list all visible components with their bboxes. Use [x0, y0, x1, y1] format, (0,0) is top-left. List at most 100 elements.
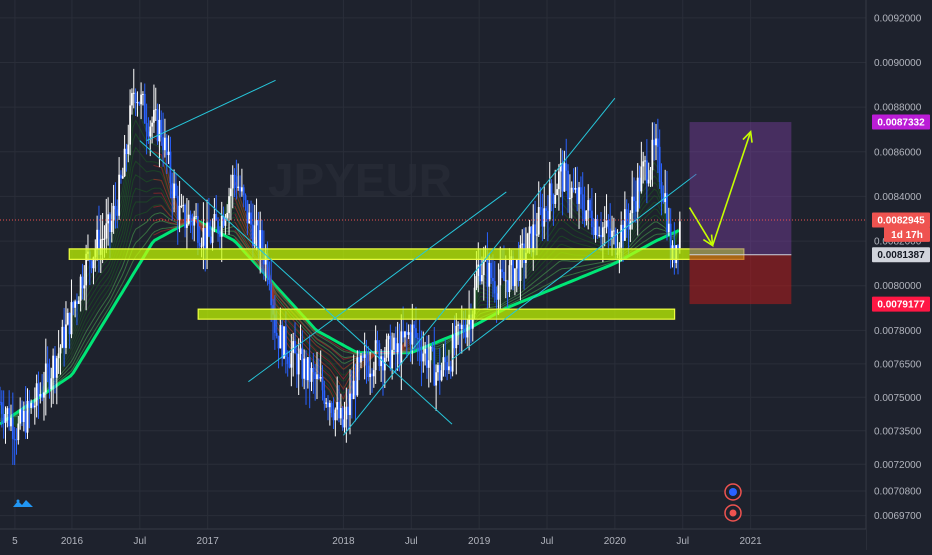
candle-body: [620, 224, 623, 248]
candle-body: [459, 324, 461, 330]
ema-line: [0, 187, 680, 421]
candle-body: [455, 325, 458, 349]
candle-body: [312, 367, 315, 372]
candle-body: [567, 170, 569, 200]
ema-line: [0, 212, 680, 420]
candle-body: [488, 262, 491, 287]
candle-body: [283, 326, 285, 359]
candle-body: [233, 174, 236, 177]
candle-body: [96, 229, 99, 250]
candle-body: [352, 380, 355, 400]
candle-body: [217, 220, 219, 234]
candle-body: [473, 287, 476, 315]
candle-body: [431, 346, 434, 349]
candle-body: [186, 224, 188, 228]
price-tick-label: 0.0086000: [874, 147, 922, 158]
trendlines[interactable]: [139, 79, 697, 436]
candle-body: [110, 220, 113, 233]
candle-body: [600, 234, 602, 238]
candle-body: [131, 93, 133, 106]
candle-body: [453, 334, 456, 349]
candle-body: [596, 219, 599, 236]
candle-body: [444, 357, 447, 363]
candle-body: [52, 355, 55, 379]
candle-body: [497, 285, 500, 300]
candle-body: [215, 213, 218, 221]
candle-body: [536, 234, 538, 236]
candle-body: [55, 358, 58, 378]
candle-body: [658, 146, 661, 183]
trendline: [146, 79, 276, 142]
candle-body: [218, 233, 221, 237]
candle-body: [332, 413, 335, 421]
projection-arrow: [688, 207, 714, 246]
candle-body: [583, 210, 586, 221]
price-tick-label: 0.0092000: [874, 13, 922, 24]
event-dividend-icon[interactable]: [724, 483, 742, 501]
event-earnings-icon[interactable]: [724, 504, 742, 522]
projection-arrows[interactable]: [688, 129, 753, 248]
candle-body: [184, 204, 186, 228]
candle-body: [61, 326, 64, 348]
candle-body: [319, 376, 322, 379]
candle-body: [132, 92, 135, 94]
candle-body: [120, 174, 122, 179]
price-tick-label: 0.0084000: [874, 192, 922, 203]
candle-body: [149, 126, 152, 137]
candle-body: [323, 390, 326, 404]
candle-body: [385, 339, 388, 358]
candle-body: [554, 195, 557, 204]
projection-arrow: [711, 131, 752, 246]
time-axis[interactable]: 5 2016 Jul 2017 2018 Jul 2019 Jul 2020 Jul 2021: [0, 528, 866, 550]
candle-body: [380, 356, 383, 367]
tradingview-logo[interactable]: [13, 499, 33, 508]
candle-body: [299, 348, 302, 354]
candle-body: [519, 245, 522, 281]
candle-body: [437, 365, 439, 373]
candle-body: [226, 212, 229, 218]
candle-body: [207, 222, 210, 237]
candle-body: [475, 276, 478, 288]
candle-body: [405, 331, 408, 335]
candle-body: [13, 438, 16, 440]
candle-body: [341, 407, 344, 428]
candle-body: [162, 137, 164, 151]
candle-body: [409, 332, 412, 345]
candle-body: [99, 239, 102, 255]
candle-body: [435, 372, 438, 386]
candle-body: [625, 209, 628, 223]
candle-body: [74, 301, 77, 308]
candle-body: [667, 223, 670, 233]
candle-body: [180, 205, 183, 207]
price-tags: 0.0087332 0.0082945 1d 17h 0.0081387 0.00791…: [872, 114, 930, 312]
price-axis[interactable]: 0.00920000.00900000.00880000.00860000.00…: [865, 0, 932, 550]
price-tag-bg: [872, 247, 930, 263]
candle-body: [123, 148, 126, 177]
candle-body: [631, 196, 634, 214]
candle-body: [611, 230, 613, 238]
candle-body: [173, 183, 175, 199]
candle-body: [545, 208, 547, 211]
candle-body: [66, 312, 69, 325]
candle-body: [448, 366, 450, 371]
candle-body: [636, 177, 639, 212]
candle-body: [651, 139, 654, 171]
candle-body: [237, 186, 240, 188]
candle-body: [46, 363, 49, 368]
candle-body: [151, 122, 153, 127]
candle-body: [156, 109, 159, 142]
candle-body: [339, 407, 342, 419]
price-tick-label: 0.0076500: [874, 359, 922, 370]
candle-body: [407, 332, 410, 335]
candle-body: [677, 245, 679, 249]
candle-body: [543, 208, 546, 227]
candle-body: [490, 262, 492, 278]
time-tick-label: 2018: [332, 536, 355, 547]
candle-body: [521, 243, 524, 246]
candle-body: [54, 355, 56, 378]
long-position-box[interactable]: [689, 122, 792, 305]
candle-body: [548, 183, 551, 220]
candle-body: [358, 357, 361, 363]
candle-body: [422, 353, 425, 362]
